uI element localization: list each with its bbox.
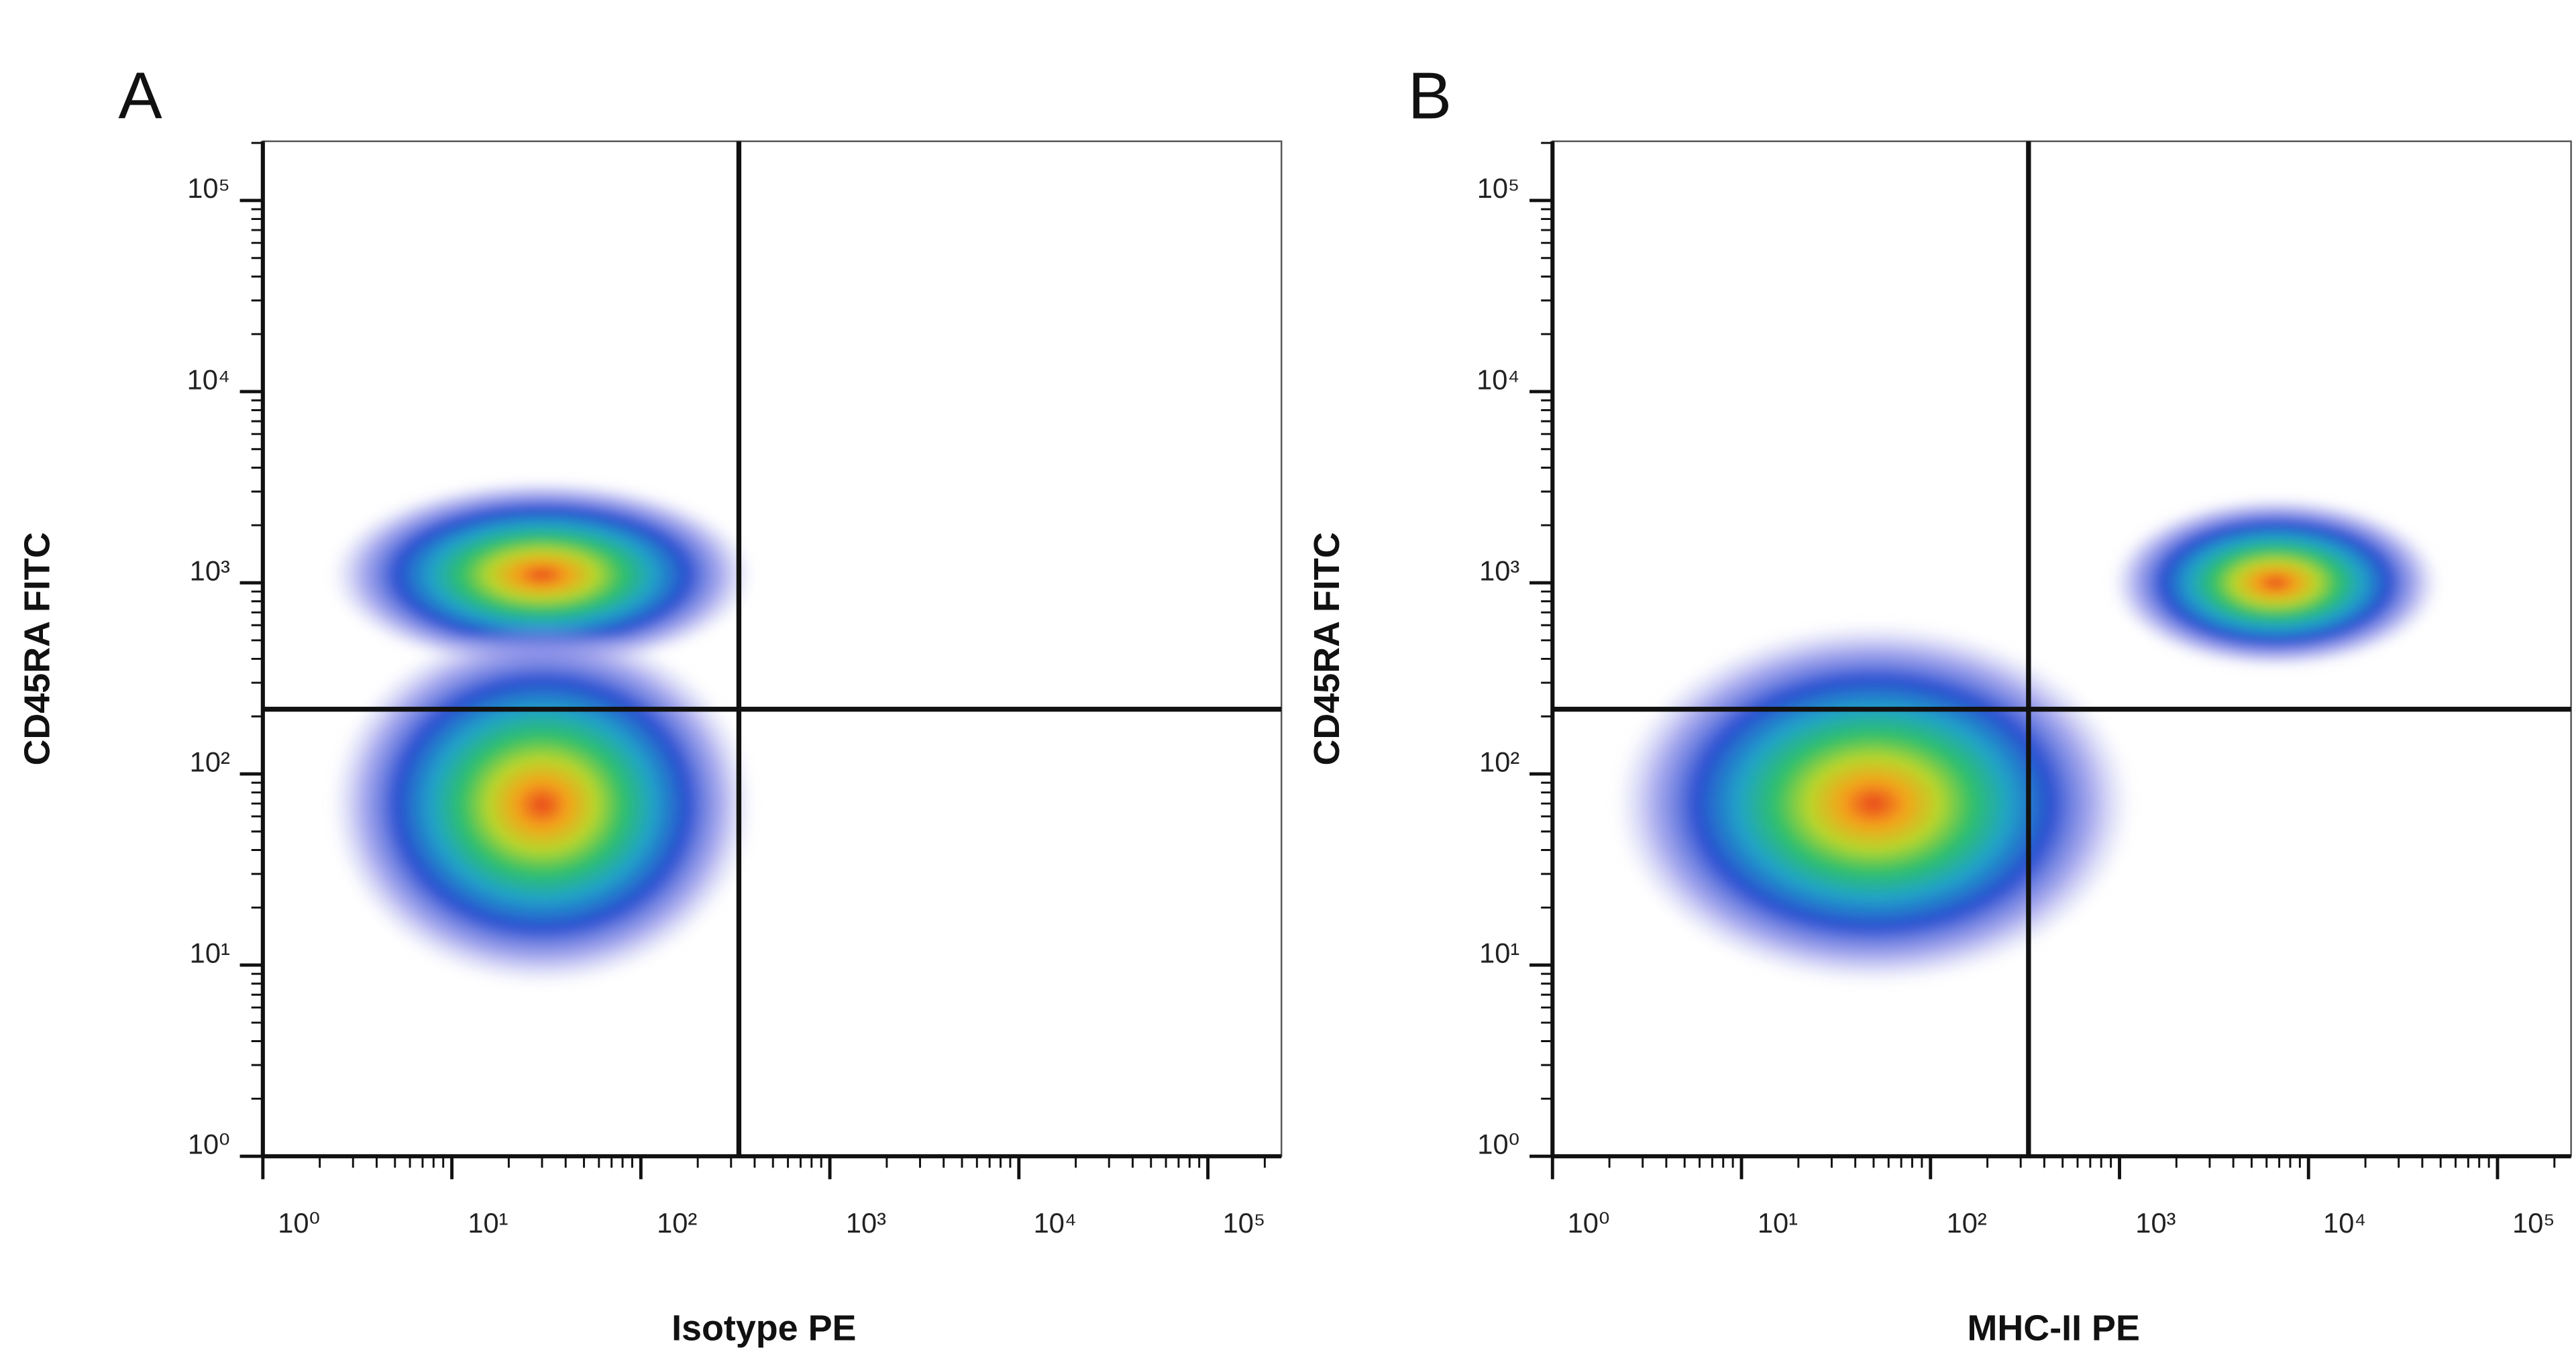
populations: [1613, 496, 2441, 986]
y-tick-label: 10¹: [190, 937, 230, 968]
y-tick-label: 10¹: [1479, 937, 1519, 968]
y-tick-label: 10⁴: [1477, 363, 1519, 395]
x-tick-label: 10⁴: [2323, 1207, 2366, 1239]
y-tick-label: 10⁵: [1477, 172, 1520, 204]
y-tick-label: 10³: [1479, 555, 1519, 586]
x-tick-label: 10³: [2135, 1207, 2176, 1239]
x-tick-label: 10¹: [1758, 1207, 1798, 1239]
cell-population: [329, 479, 755, 671]
x-tick-label: 10⁰: [1568, 1207, 1610, 1239]
y-tick-label: 10⁰: [1477, 1128, 1519, 1160]
y-axis-label: CD45RA FITC: [1307, 532, 1347, 765]
y-tick-label: 10⁴: [187, 363, 230, 395]
x-axis-label: Isotype PE: [672, 1308, 856, 1348]
x-axis-label: MHC-II PE: [1968, 1308, 2140, 1348]
x-tick-label: 10⁴: [1034, 1207, 1077, 1239]
panel: B 10⁰ 10¹ 10² 10³ 10⁴ 10⁵ 10⁰ 10¹ 10² 10³ 10⁴ 10⁵ MHC…: [1307, 58, 2572, 1348]
x-tick-label: 10³: [846, 1207, 886, 1239]
x-tick-label: 10²: [1947, 1207, 1987, 1239]
x-tick-label: 10⁵: [1223, 1207, 1266, 1239]
cell-population: [329, 623, 755, 986]
x-tick-label: 10⁰: [278, 1207, 320, 1239]
populations: [329, 479, 755, 986]
y-axis-label: CD45RA FITC: [17, 532, 57, 765]
x-tick-label: 10⁵: [2512, 1207, 2555, 1239]
cell-population: [2110, 496, 2441, 669]
y-tick-label: 10²: [1479, 746, 1519, 777]
y-tick-label: 10⁰: [188, 1128, 230, 1160]
x-tick-label: 10¹: [468, 1207, 508, 1239]
plot-frame: [1552, 140, 2572, 1157]
cell-population: [1613, 622, 2134, 986]
panel-label: B: [1408, 58, 1452, 132]
panel: A 10⁰ 10¹ 10² 10³ 10⁴ 10⁵ 10⁰ 10¹ 10² 10³ 10⁴ 10⁵ Iso…: [17, 58, 1283, 1348]
y-tick-label: 10²: [190, 746, 230, 777]
panel-label: A: [118, 58, 162, 132]
y-tick-label: 10³: [190, 555, 230, 586]
x-tick-label: 10²: [657, 1207, 697, 1239]
y-tick-label: 10⁵: [187, 172, 230, 204]
